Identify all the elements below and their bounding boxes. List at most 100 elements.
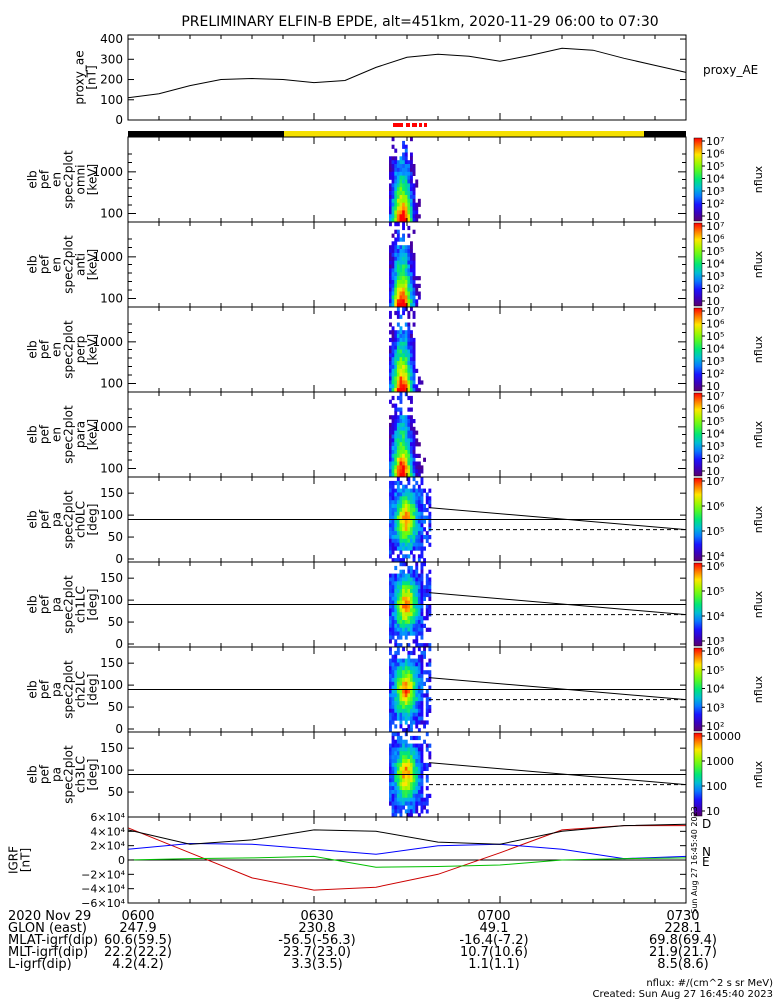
spectrogram-cell	[407, 627, 411, 632]
spectrogram-cell	[394, 388, 398, 393]
spectrogram-cell	[399, 488, 403, 493]
spectrogram-cell	[399, 670, 403, 675]
spectrogram-cell	[423, 805, 426, 810]
spectrogram-cell	[407, 654, 411, 659]
spectrogram-cell	[404, 743, 408, 748]
spectrogram-cell	[402, 786, 405, 791]
spectrogram-cell	[423, 519, 426, 524]
spectrogram-cell	[410, 256, 413, 261]
spectrogram-cell	[389, 488, 392, 493]
spectrogram-cell	[399, 596, 403, 601]
spectrogram-cell	[410, 198, 413, 203]
spectrogram-cell	[404, 160, 408, 165]
spectrogram-cell	[404, 600, 408, 605]
spectrogram-cell	[412, 446, 416, 451]
spectrogram-cell	[389, 399, 392, 404]
spectrogram-cell	[415, 569, 419, 574]
spectrogram-cell	[417, 535, 421, 540]
spectrogram-cell	[415, 206, 419, 211]
spectrogram-cell	[394, 708, 398, 713]
spectrogram-cell	[412, 287, 416, 292]
spectrogram-cell	[404, 299, 408, 304]
y-tick-label: 100	[100, 93, 123, 107]
colorbar-ch2	[693, 647, 703, 732]
spectrogram-cell	[425, 720, 429, 725]
spectrogram-cell	[407, 507, 411, 513]
spectrogram-cell	[402, 608, 405, 613]
spectrogram-cell	[415, 581, 419, 586]
spectrogram-cell	[410, 492, 413, 497]
spectrogram-cell	[394, 631, 398, 636]
spectrogram-cell	[391, 461, 395, 466]
spectrogram-cell	[396, 762, 400, 768]
spectrogram-cell	[412, 198, 416, 203]
spectrogram-cell	[396, 662, 400, 667]
spectrogram-cell	[399, 450, 403, 455]
spectrogram-cell	[394, 805, 398, 810]
spectrogram-cell	[404, 492, 408, 497]
spectrogram-cell	[404, 658, 408, 663]
spectrogram-cell	[425, 616, 429, 621]
spectrogram-cell	[412, 531, 416, 536]
spectrogram-cell	[428, 751, 432, 756]
spectrogram-cell	[410, 577, 413, 582]
spectrogram-cell	[420, 565, 424, 571]
spectrogram-cell	[417, 283, 421, 288]
spectrogram-cell	[391, 608, 395, 613]
spectrogram-cell	[410, 604, 413, 609]
colorbar-tick-label: 10⁶	[706, 500, 725, 513]
spectrogram-cell	[423, 670, 426, 675]
footer-row-label: GLON (east)	[8, 921, 87, 936]
axis-label-ch3: pef	[38, 764, 52, 784]
y-tick-label: 1000	[92, 335, 123, 349]
spectrogram-cell	[417, 743, 421, 748]
spectrogram-cell	[404, 762, 408, 768]
spectrogram-cell	[404, 245, 408, 250]
spectrogram-cell	[420, 759, 424, 764]
spectrogram-cell	[407, 666, 411, 671]
spectrogram-cell	[407, 751, 411, 756]
spectrogram-cell	[407, 430, 411, 435]
spectrogram-cell	[412, 376, 416, 381]
spectrogram-cell	[417, 801, 421, 806]
spectrogram-cell	[417, 766, 421, 771]
footer-value: 23.7(23.0)	[283, 945, 351, 960]
spectrogram-cell	[394, 453, 398, 458]
spectrogram-cell	[394, 592, 398, 598]
spectrogram-cell	[389, 303, 392, 308]
spectrogram-cell	[404, 751, 408, 756]
spectrogram-cell	[412, 496, 416, 501]
spectrogram-cell	[389, 272, 392, 277]
spectrogram-cell	[407, 592, 411, 598]
spectrogram-cell	[402, 685, 405, 690]
igrf-legend-n: N	[702, 845, 711, 859]
spectrogram-cell	[391, 256, 395, 261]
spectrogram-cell	[394, 747, 398, 752]
spectrogram-cell	[399, 237, 403, 242]
spectrogram-cell	[420, 778, 424, 783]
spectrogram-cell	[423, 596, 426, 601]
spectrogram-cell	[415, 724, 419, 729]
spectrogram-cell	[402, 689, 405, 694]
spectrogram-cell	[394, 473, 398, 478]
spectrogram-cell	[420, 774, 424, 779]
spectrogram-cell	[389, 604, 392, 609]
spectrogram-cell	[412, 299, 416, 304]
axis-label-perp: spec2plot	[62, 320, 76, 379]
spectrogram-cell	[389, 260, 392, 265]
y-tick-label: 0	[118, 854, 125, 867]
spectrogram-cell	[402, 415, 405, 420]
spectrogram-cell	[404, 496, 408, 501]
spectrogram-cell	[407, 554, 411, 559]
spectrogram-cell	[417, 527, 421, 532]
spectrogram-cell	[420, 519, 424, 524]
colorbar-label: nflux	[752, 760, 765, 788]
spectrogram-cell	[415, 697, 419, 702]
spectrogram-cell	[394, 743, 398, 748]
spectrogram-cell	[420, 662, 424, 667]
spectrogram-cell	[417, 612, 421, 617]
spectrogram-cell	[394, 697, 398, 702]
spectrogram-cell	[391, 167, 395, 173]
spectrogram-cell	[412, 616, 416, 621]
spectrogram-cell	[415, 608, 419, 613]
